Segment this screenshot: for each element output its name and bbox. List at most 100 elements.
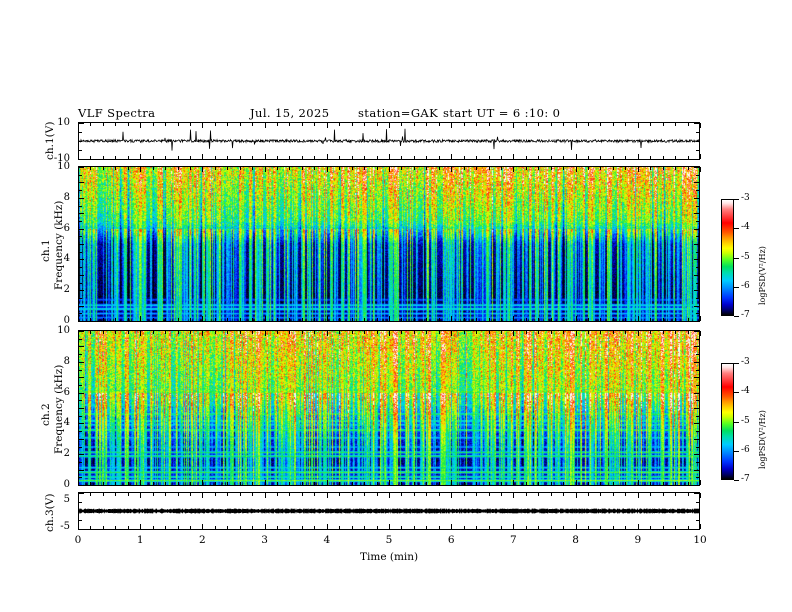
xtick-top-p2 xyxy=(663,331,664,334)
xtick-top-p2 xyxy=(613,331,614,334)
ch1-ytick-2: 2 xyxy=(63,284,70,296)
xtick-top-p0 xyxy=(227,123,228,126)
ch1-colorbar-label--4: -4 xyxy=(741,222,750,232)
xtick-bottom-p3 xyxy=(90,526,91,529)
xtick-bottom-p1 xyxy=(265,316,266,321)
xtick-top-p3 xyxy=(364,493,365,496)
ch2-colorbar-label--5: -5 xyxy=(741,416,750,426)
xtick-bottom-p0 xyxy=(538,156,539,159)
xtick-bottom-p1 xyxy=(339,318,340,321)
ch1-colorbar-tick xyxy=(734,228,739,229)
xtick-top-p0 xyxy=(650,123,651,126)
ch2-ytick-left xyxy=(79,416,82,417)
ch3-waveform-panel xyxy=(78,492,700,530)
ch2-ytick-left xyxy=(79,408,84,409)
xtick-top-p2 xyxy=(439,331,440,334)
ch2-ytick-right xyxy=(694,454,699,455)
xtick-bottom-p3 xyxy=(563,526,564,529)
xtick-bottom-p0 xyxy=(663,156,664,159)
ch1-ytick-right xyxy=(696,221,699,222)
xtick-top-p2 xyxy=(377,331,378,334)
ch1-ytick-right xyxy=(696,236,699,237)
xtick-bottom-p1 xyxy=(377,318,378,321)
xtick-top-p1 xyxy=(389,167,390,172)
ch1wave-ytick-left xyxy=(79,159,84,160)
xtick-top-p1 xyxy=(613,167,614,170)
xtick-top-p1 xyxy=(414,167,415,170)
ch3wave-ytick-right xyxy=(694,529,699,530)
ch2-ytick-left xyxy=(79,331,84,332)
xtick-top-p2 xyxy=(90,331,91,334)
xtick-top-p1 xyxy=(464,167,465,170)
ch1wave-ytick-left xyxy=(79,123,84,124)
ch2-colorbar-label--6: -6 xyxy=(741,445,750,455)
xtick-top-p1 xyxy=(265,167,266,172)
ch1-ytick-left xyxy=(79,167,84,168)
ch2-ytick-left xyxy=(79,362,84,363)
xtick-top-p1 xyxy=(476,167,477,170)
ch1wave-ytick-right xyxy=(694,123,699,124)
xtick-bottom-p3 xyxy=(78,524,79,529)
ch2-ytick-right xyxy=(696,385,699,386)
xtick-top-p3 xyxy=(489,493,490,496)
xtick-top-p3 xyxy=(78,493,79,498)
ch1-ytick-right xyxy=(696,283,699,284)
xtick-bottom-p0 xyxy=(526,156,527,159)
xtick-bottom-p3 xyxy=(103,526,104,529)
xtick-top-p3 xyxy=(588,493,589,496)
x-axis-tick-9: 9 xyxy=(634,534,642,546)
xtick-bottom-p2 xyxy=(688,482,689,485)
ch1-ytick-left xyxy=(79,267,82,268)
ch2-ytick-left xyxy=(79,439,84,440)
xtick-top-p2 xyxy=(352,331,353,334)
xtick-bottom-p3 xyxy=(165,526,166,529)
xtick-top-p3 xyxy=(600,493,601,496)
xtick-bottom-p3 xyxy=(227,526,228,529)
xtick-top-p0 xyxy=(153,123,154,126)
xtick-bottom-p2 xyxy=(414,482,415,485)
xtick-top-p1 xyxy=(638,167,639,172)
xtick-top-p3 xyxy=(140,493,141,498)
xtick-top-p2 xyxy=(700,331,701,336)
xtick-top-p3 xyxy=(625,493,626,496)
ch2-ytick-left xyxy=(79,447,82,448)
xtick-top-p0 xyxy=(115,123,116,126)
xtick-bottom-p3 xyxy=(600,526,601,529)
xtick-top-p3 xyxy=(576,493,577,498)
xtick-top-p1 xyxy=(289,167,290,170)
xtick-bottom-p2 xyxy=(401,482,402,485)
xtick-bottom-p0 xyxy=(202,154,203,159)
xtick-top-p2 xyxy=(451,331,452,336)
ch3wave-ytick-right xyxy=(694,493,699,494)
xtick-top-p1 xyxy=(364,167,365,170)
xtick-bottom-p2 xyxy=(700,480,701,485)
ch3wave-ytick-left xyxy=(79,502,82,503)
start-ut-label: start UT = 6 :10: 0 xyxy=(443,106,561,120)
xtick-bottom-p2 xyxy=(476,482,477,485)
station-label: station=GAK xyxy=(358,106,439,120)
ch2-ytick-left xyxy=(79,393,84,394)
xtick-top-p3 xyxy=(551,493,552,496)
ch2-ytick-right xyxy=(694,331,699,332)
xtick-bottom-p0 xyxy=(489,156,490,159)
xtick-bottom-p0 xyxy=(476,156,477,159)
xtick-top-p3 xyxy=(538,493,539,496)
ch2-ytick-right xyxy=(696,370,699,371)
xtick-bottom-p0 xyxy=(563,156,564,159)
xtick-bottom-p2 xyxy=(314,482,315,485)
ch1-colorbar-label--5: -5 xyxy=(741,252,750,262)
xtick-top-p1 xyxy=(538,167,539,170)
xtick-top-p3 xyxy=(227,493,228,496)
ch1-ytick-right xyxy=(696,313,699,314)
ch1-spectrogram-panel xyxy=(78,166,700,322)
ch1-colorbar-tick xyxy=(734,287,739,288)
xtick-bottom-p3 xyxy=(327,524,328,529)
x-axis-tick-7: 7 xyxy=(510,534,517,546)
xtick-bottom-p2 xyxy=(613,482,614,485)
xtick-top-p2 xyxy=(538,331,539,334)
xtick-bottom-p1 xyxy=(364,318,365,321)
xtick-bottom-p0 xyxy=(625,156,626,159)
xtick-top-p1 xyxy=(551,167,552,170)
xtick-top-p2 xyxy=(215,331,216,334)
ch2-ytick-left xyxy=(79,377,84,378)
